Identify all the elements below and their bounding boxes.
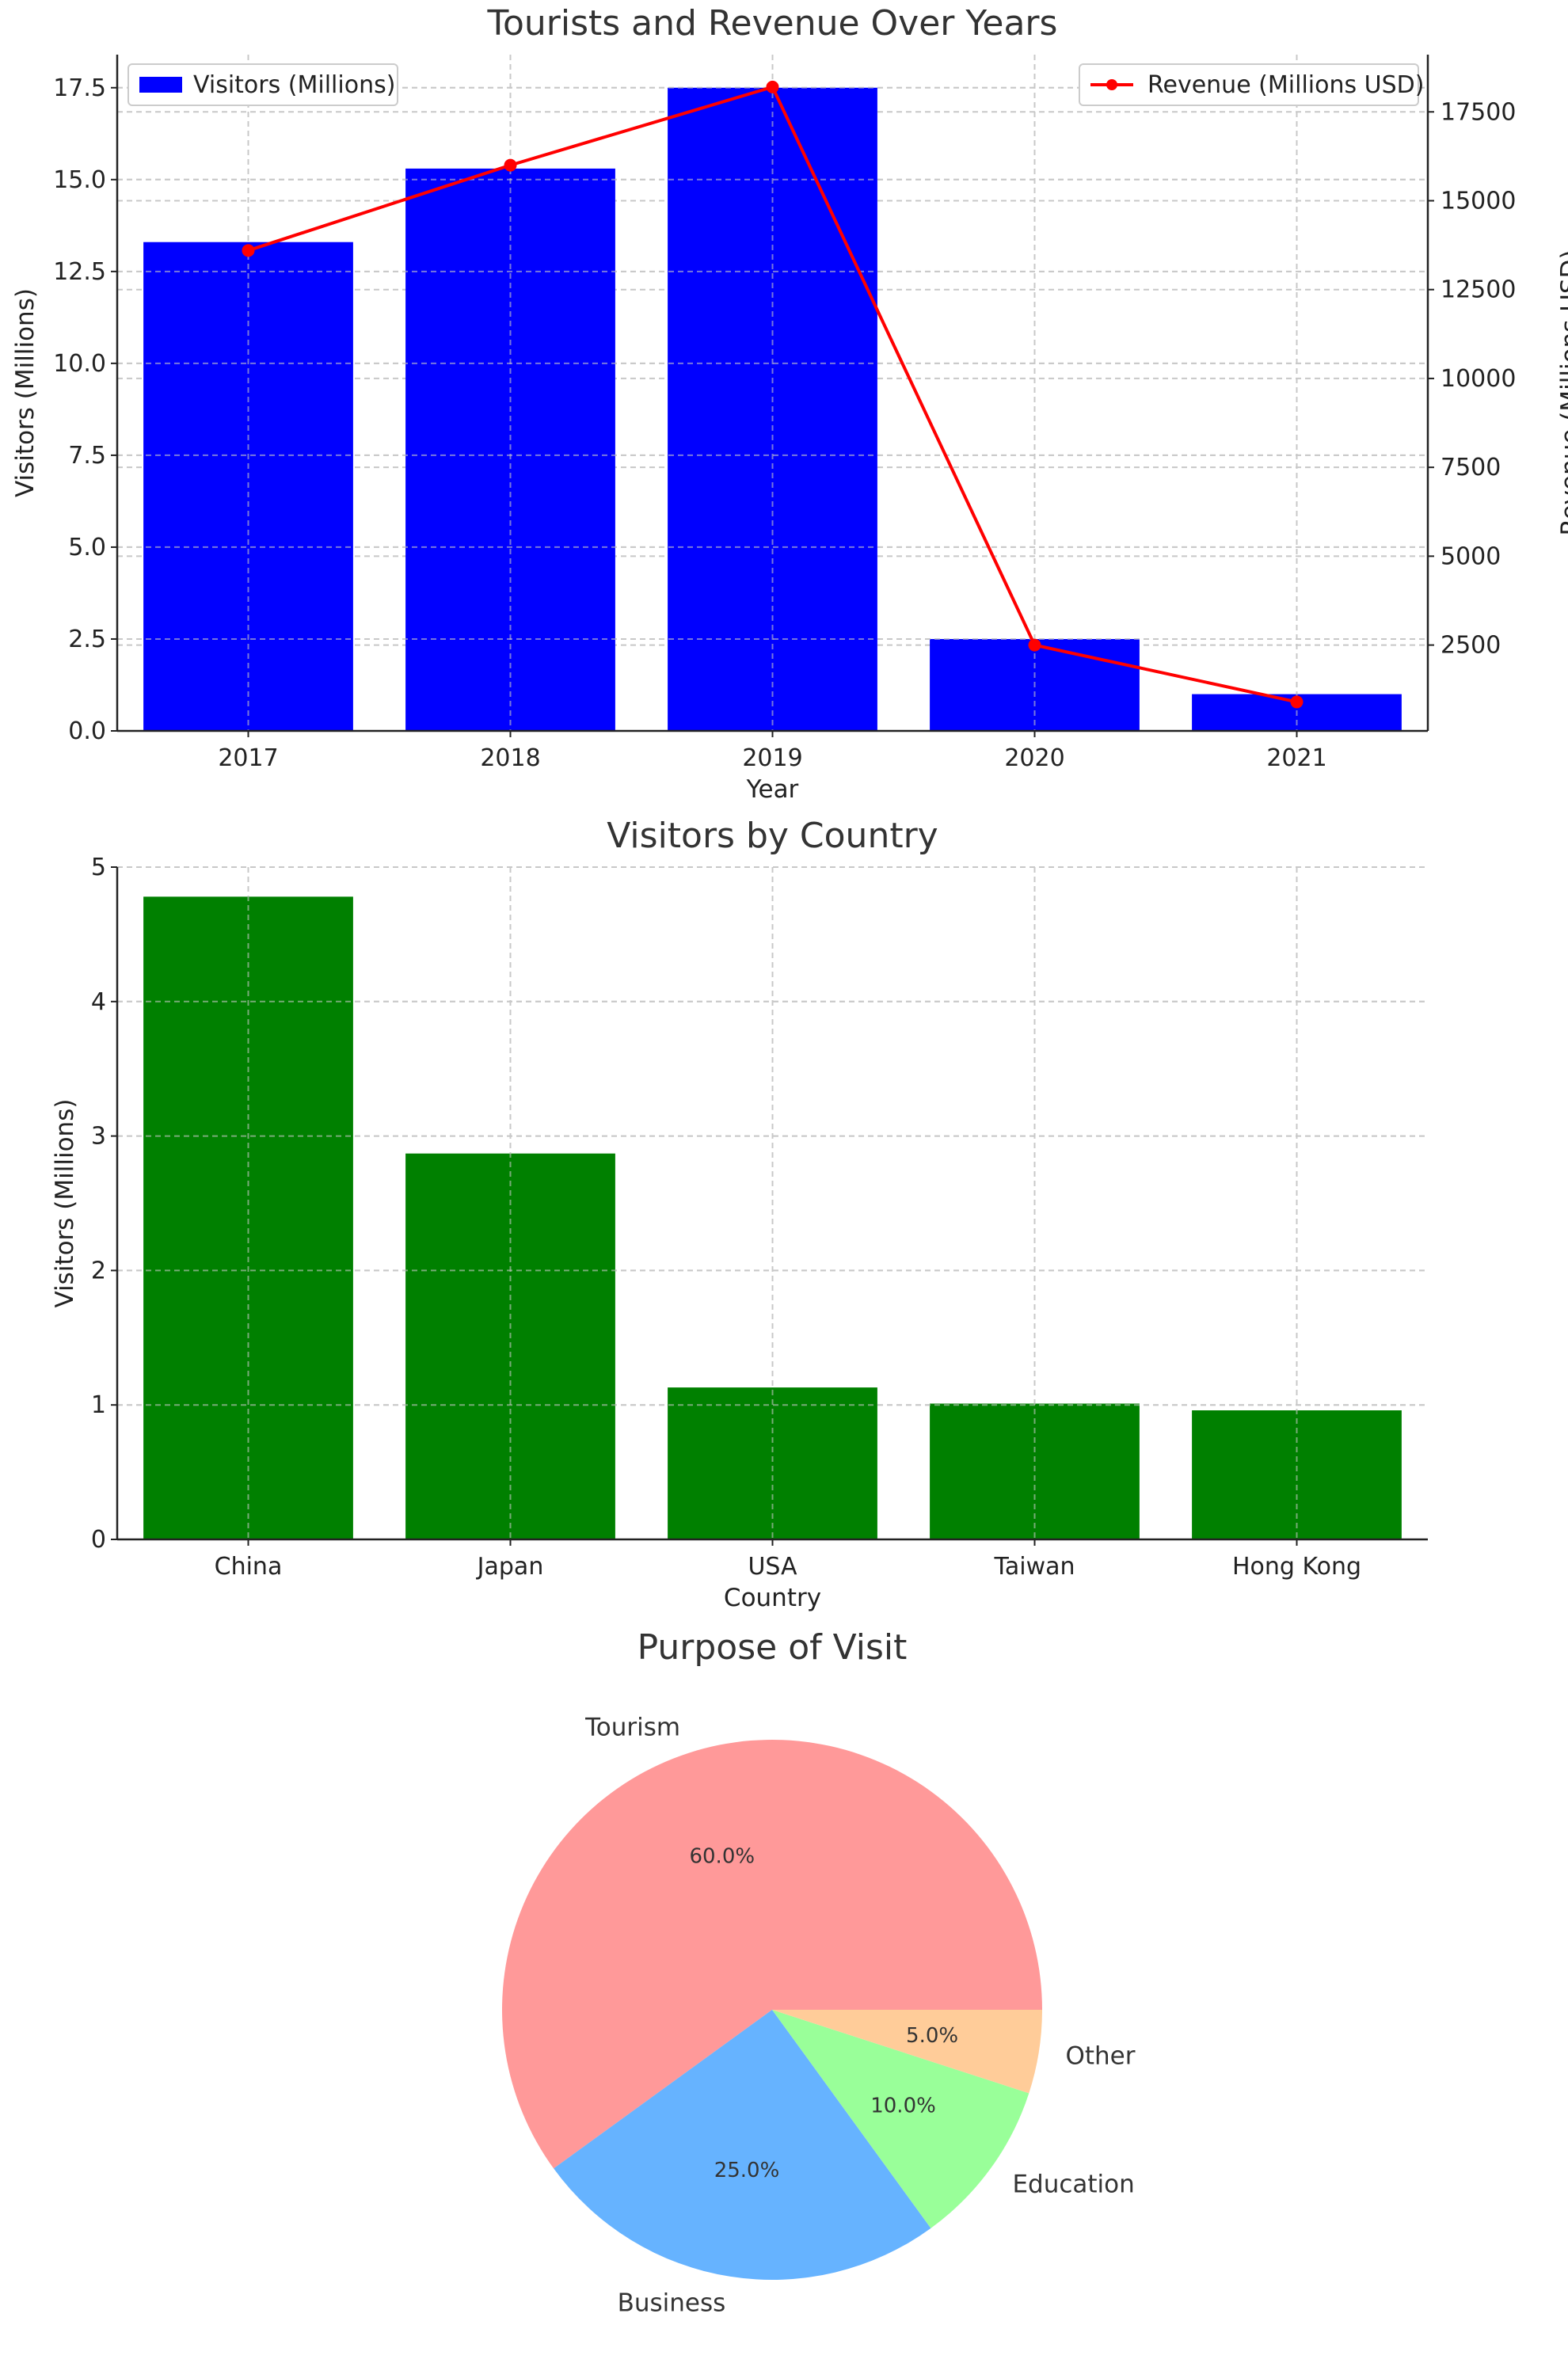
x-tick-label: 2018 [480, 744, 540, 772]
legend-swatch [139, 77, 182, 93]
x-tick-label: USA [748, 1553, 797, 1581]
pie-slice-education [772, 2010, 1029, 2228]
chart-title: Tourists and Revenue Over Years [487, 3, 1058, 44]
x-tick-label: China [215, 1553, 283, 1581]
pie-pct-label: 5.0% [906, 2024, 958, 2048]
y-tick-label: 15.0 [53, 166, 106, 194]
pie-label: Tourism [584, 1713, 680, 1741]
y-tick-label: 0 [91, 1526, 106, 1554]
chart-title: Purpose of Visit [637, 1627, 908, 1668]
y-tick-label: 5 [91, 854, 106, 881]
bar-taiwan [930, 1403, 1140, 1539]
y2-tick-label: 5000 [1441, 542, 1501, 570]
x-axis-label: Country [724, 1584, 821, 1612]
y-tick-label: 3 [91, 1123, 106, 1151]
legend-revenue: Revenue (Millions USD) [1079, 63, 1424, 106]
y2-tick-label: 2500 [1441, 632, 1501, 660]
revenue-point [1028, 638, 1041, 652]
y-tick-label: 10.0 [53, 350, 106, 378]
x-tick-label: Japan [476, 1553, 544, 1581]
pie-label: Education [1012, 2170, 1134, 2198]
pie-label: Other [1065, 2042, 1135, 2071]
y-axis-label: Visitors (Millions) [11, 288, 40, 497]
y2-tick-label: 12500 [1441, 276, 1516, 304]
y-tick-label: 0.0 [68, 717, 106, 745]
x-axis-label: Year [746, 775, 799, 804]
y-tick-label: 2.5 [68, 626, 106, 653]
y-tick-label: 12.5 [53, 258, 106, 286]
y-tick-label: 2 [91, 1257, 106, 1284]
y-tick-label: 7.5 [68, 442, 106, 470]
y2-tick-label: 10000 [1441, 365, 1516, 393]
pie-slice-tourism [501, 1740, 1042, 2169]
x-tick-label: Taiwan [993, 1553, 1075, 1581]
legend-visitors: Visitors (Millions) [127, 63, 398, 106]
pie-pct-label: 60.0% [689, 1844, 755, 1868]
y2-tick-label: 17500 [1441, 98, 1516, 126]
y-tick-label: 17.5 [53, 74, 106, 102]
x-tick-label: 2020 [1004, 744, 1064, 772]
pie-label: Business [618, 2289, 726, 2317]
y-tick-label: 4 [91, 988, 106, 1016]
pie-slice-business [554, 2010, 931, 2280]
pie-pct-label: 25.0% [714, 2159, 780, 2182]
y2-tick-label: 15000 [1441, 187, 1516, 215]
y2-tick-label: 7500 [1441, 454, 1501, 481]
legend-label: Revenue (Millions USD) [1147, 71, 1424, 99]
pie-pct-label: 10.0% [870, 2094, 936, 2117]
revenue-point [1290, 695, 1303, 709]
legend-box [127, 63, 398, 106]
x-tick-label: 2021 [1266, 744, 1326, 772]
legend-label: Visitors (Millions) [193, 71, 395, 99]
x-tick-label: Hong Kong [1232, 1553, 1361, 1581]
x-tick-label: 2017 [218, 744, 278, 772]
y-tick-label: 1 [91, 1391, 106, 1419]
revenue-point [504, 158, 517, 172]
y2-axis-label: Revenue (Millions USD) [1556, 249, 1568, 535]
y-tick-label: 5.0 [68, 534, 106, 561]
x-tick-label: 2019 [742, 744, 802, 772]
chart-title: Visitors by Country [607, 816, 938, 856]
revenue-point [766, 80, 779, 93]
y-axis-label: Visitors (Millions) [51, 1099, 79, 1308]
legend-box [1079, 63, 1419, 106]
pie-slice-other [772, 2010, 1042, 2094]
legend-marker [1106, 79, 1117, 90]
revenue-point [242, 244, 255, 257]
